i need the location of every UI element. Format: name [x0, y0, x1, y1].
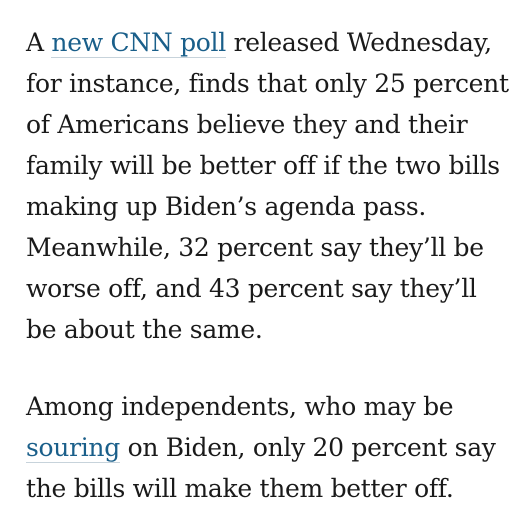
paragraph-text: released Wednesday, for instance, finds …: [26, 28, 509, 344]
new-cnn-poll-link[interactable]: new CNN poll: [51, 28, 226, 58]
paragraph-text: on Biden, only 20 percent say the bills …: [26, 433, 496, 503]
paragraph-independents: Among independents, who may be souring o…: [26, 386, 511, 509]
souring-link[interactable]: souring: [26, 433, 120, 463]
paragraph-text: A: [26, 28, 52, 57]
article-body: A new CNN poll released Wednesday, for i…: [26, 22, 511, 509]
paragraph-cnn-poll: A new CNN poll released Wednesday, for i…: [26, 22, 511, 350]
paragraph-text: Among independents, who may be: [26, 392, 454, 421]
